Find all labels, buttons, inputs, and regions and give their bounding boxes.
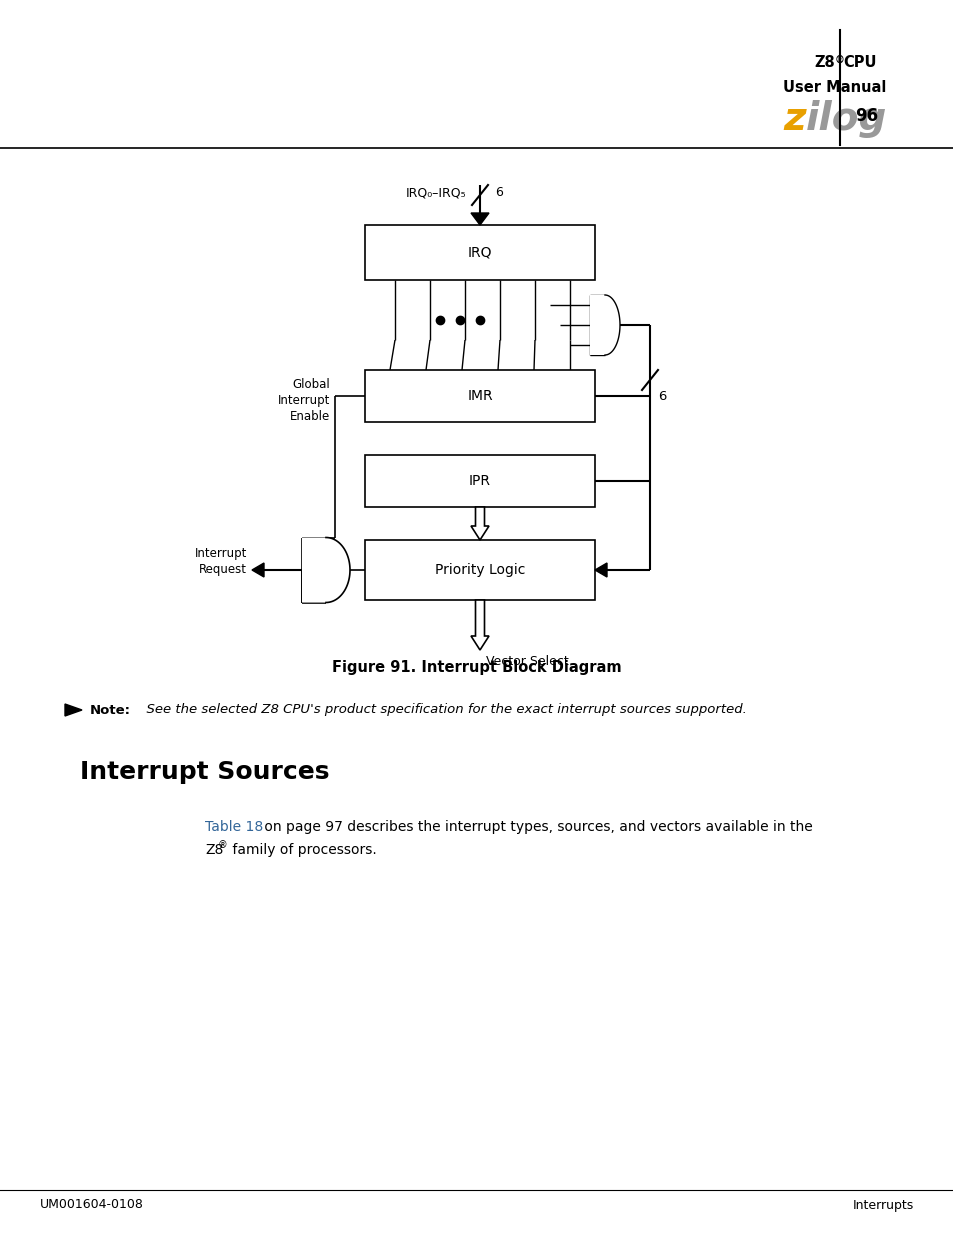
Text: family of processors.: family of processors.: [228, 844, 376, 857]
Text: IRQ₀–IRQ₅: IRQ₀–IRQ₅: [405, 186, 465, 200]
Polygon shape: [471, 508, 489, 540]
Bar: [365, 370, 595, 422]
Polygon shape: [595, 563, 606, 577]
Text: Interrupt Sources: Interrupt Sources: [80, 760, 329, 784]
Text: 6: 6: [495, 186, 502, 200]
Text: IPR: IPR: [469, 474, 491, 488]
Polygon shape: [471, 600, 489, 650]
Text: Priority Logic: Priority Logic: [435, 563, 525, 577]
Bar: [365, 225, 595, 280]
Text: IMR: IMR: [467, 389, 493, 403]
Text: See the selected Z8 CPU's product specification for the exact interrupt sources : See the selected Z8 CPU's product specif…: [138, 704, 746, 716]
Polygon shape: [471, 212, 489, 225]
Text: 96: 96: [854, 107, 877, 125]
Text: ®: ®: [218, 840, 228, 850]
Text: 6: 6: [658, 389, 666, 403]
Text: Interrupts: Interrupts: [852, 1198, 913, 1212]
Polygon shape: [65, 704, 82, 716]
Polygon shape: [302, 537, 350, 603]
Text: Global
Interrupt
Enable: Global Interrupt Enable: [277, 378, 330, 424]
Text: Z8: Z8: [205, 844, 223, 857]
Text: Z8: Z8: [814, 56, 834, 70]
Text: CPU: CPU: [842, 56, 876, 70]
Bar: [365, 454, 595, 508]
Text: z: z: [782, 100, 804, 138]
Text: UM001604-0108: UM001604-0108: [40, 1198, 144, 1212]
Text: on page 97 describes the interrupt types, sources, and vectors available in the: on page 97 describes the interrupt types…: [260, 820, 812, 834]
Text: ilog: ilog: [805, 100, 886, 138]
Text: Table 18: Table 18: [205, 820, 263, 834]
Bar: [365, 540, 595, 600]
Text: Interrupt
Request: Interrupt Request: [194, 547, 247, 577]
Text: ®: ®: [834, 56, 844, 65]
Text: Note:: Note:: [90, 704, 131, 716]
Polygon shape: [252, 563, 264, 577]
Text: Figure 91. Interrupt Block Diagram: Figure 91. Interrupt Block Diagram: [332, 659, 621, 676]
Polygon shape: [589, 295, 619, 354]
Text: Vector Select: Vector Select: [485, 655, 568, 668]
Text: User Manual: User Manual: [782, 80, 885, 95]
Text: IRQ: IRQ: [467, 246, 492, 259]
